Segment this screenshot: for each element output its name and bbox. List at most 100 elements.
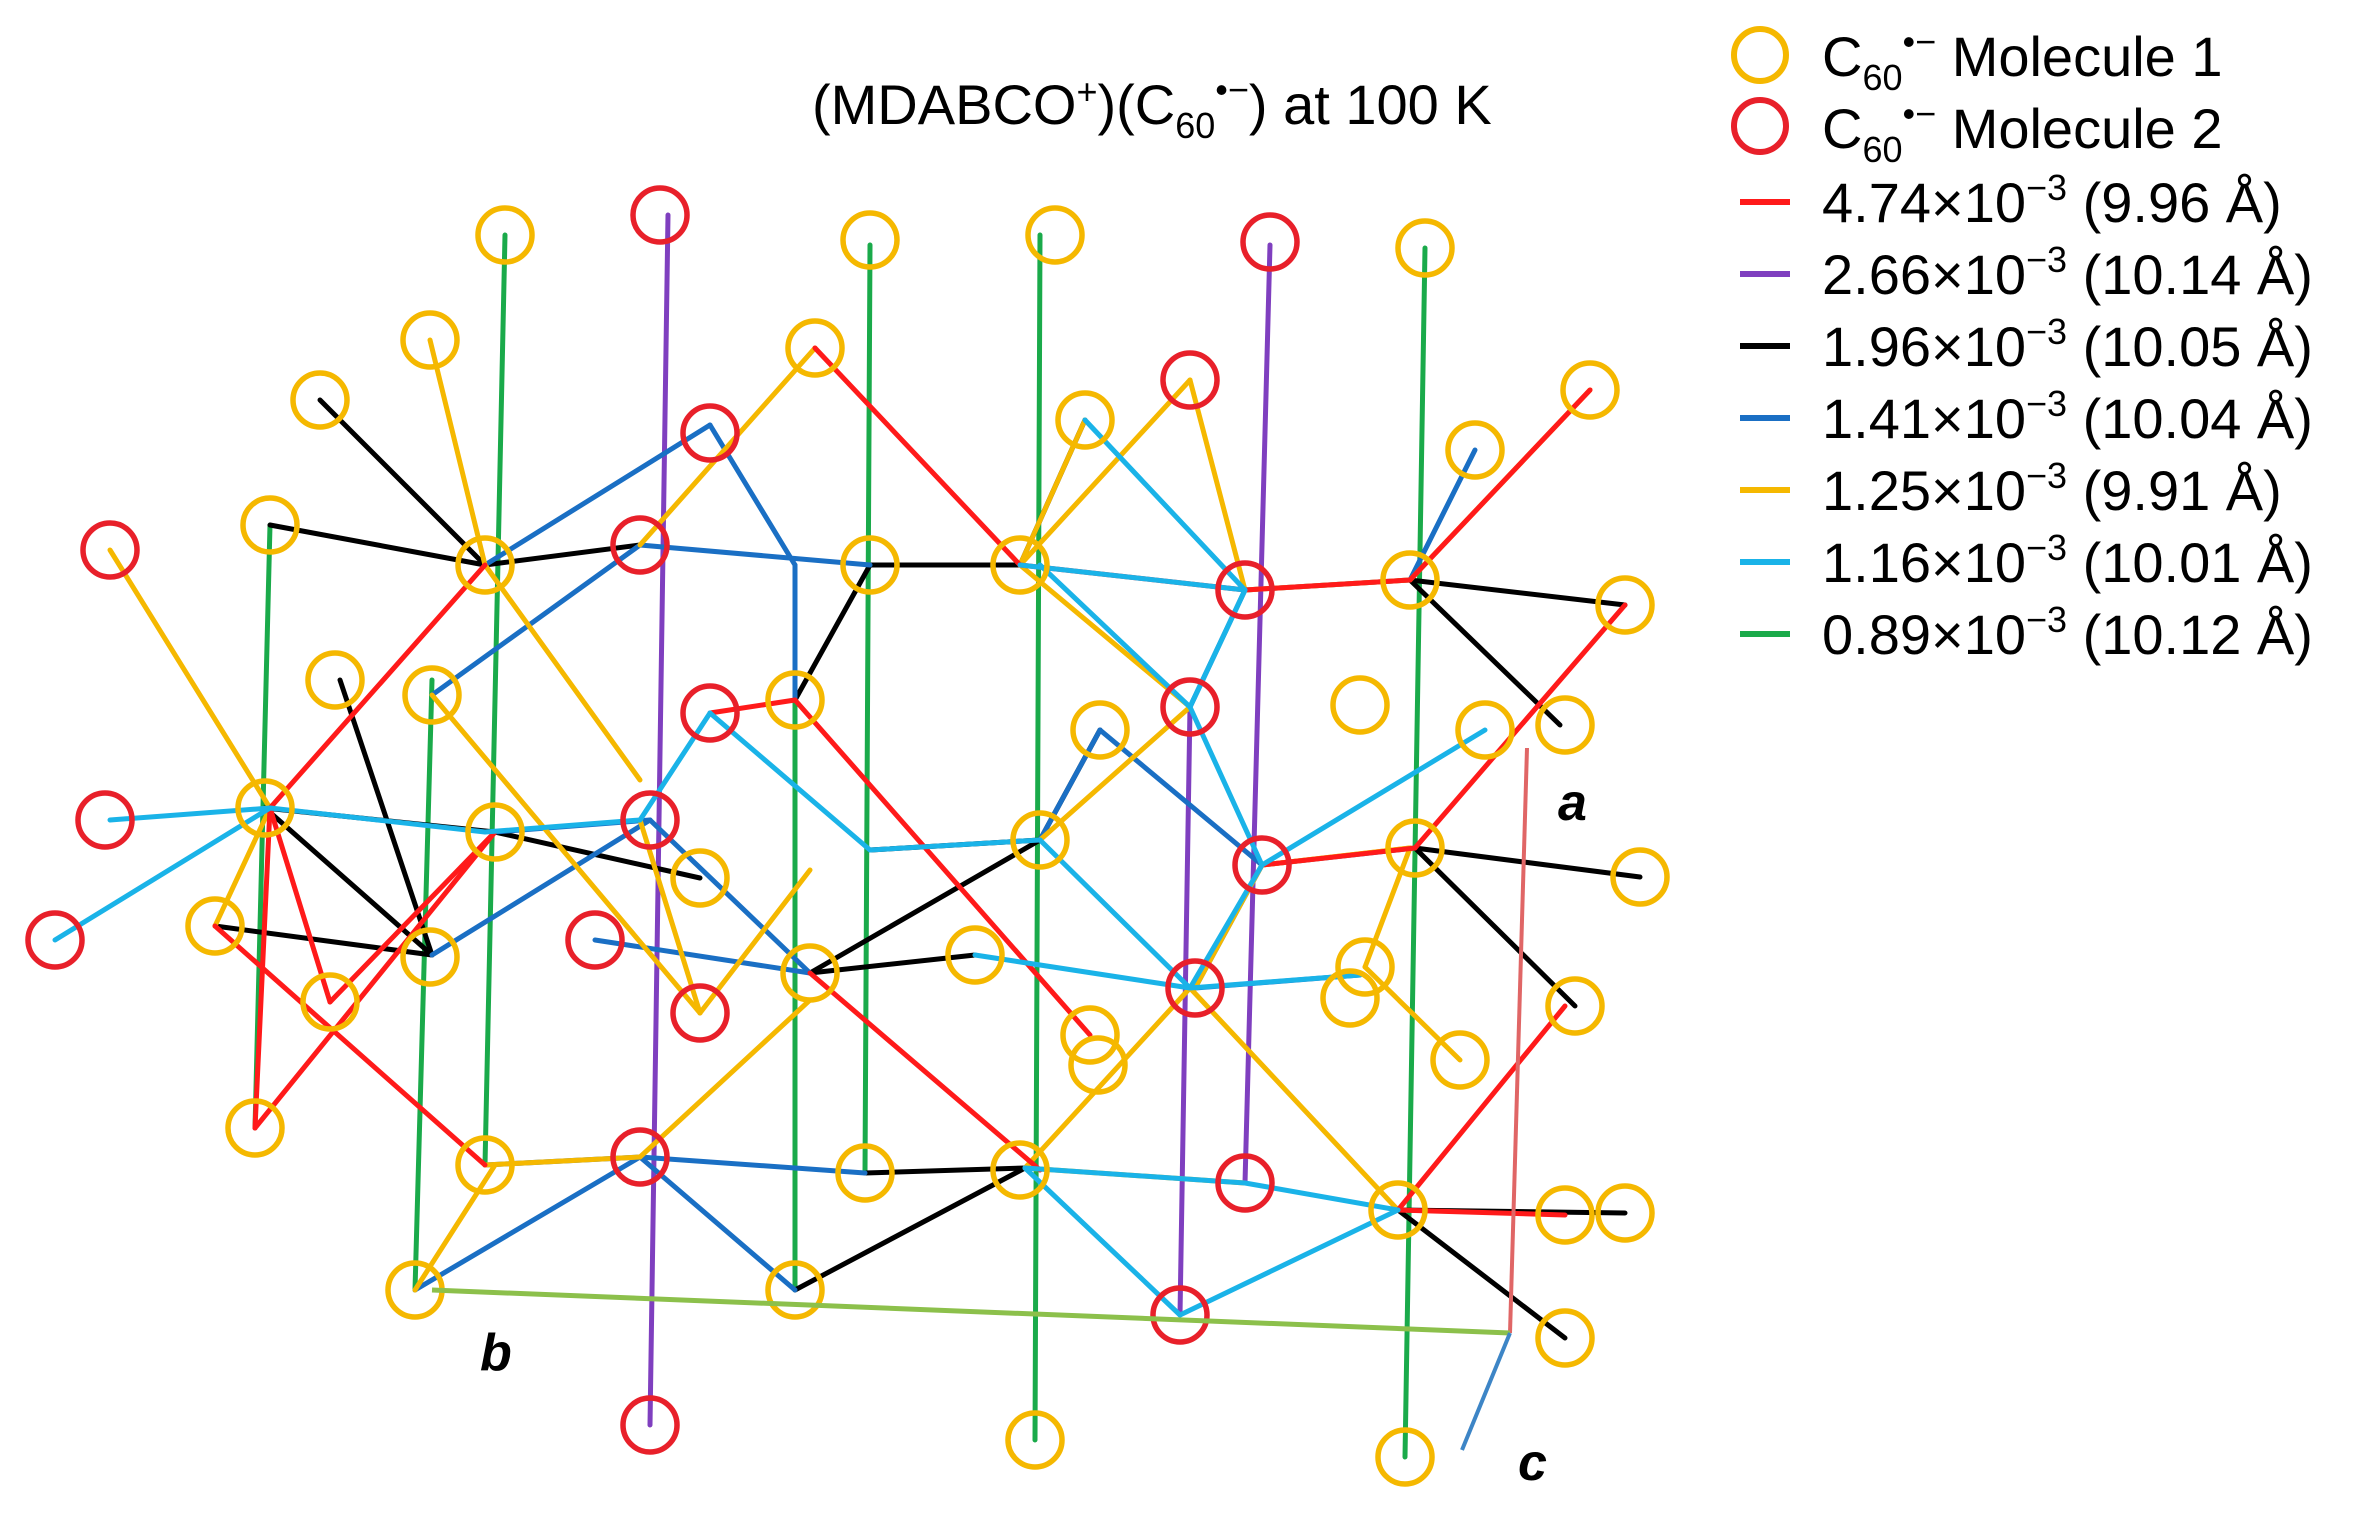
contact-line-yellow (1362, 964, 1463, 1063)
molecule1-circle (1060, 1005, 1120, 1065)
molecule1-circle (1320, 968, 1380, 1028)
molecule1-circle (305, 650, 365, 710)
molecule1-circle (1330, 675, 1390, 735)
molecule1-circle (1430, 1030, 1490, 1090)
legend: C60•− Molecule 1 C60•− Molecule 2 4.74×1… (1731, 21, 2313, 666)
contact-line-yellow (1187, 377, 1248, 593)
molecule2-circle (670, 983, 730, 1043)
contact-line-green (862, 242, 873, 1176)
contact-line-cyan (482, 817, 643, 835)
axis-b-line (431, 1287, 1511, 1336)
legend-bond-distance: (9.91 Å) (2067, 459, 2282, 522)
contact-line-blue (482, 422, 713, 568)
molecule2-circle (610, 515, 670, 575)
contact-line-cyan (972, 952, 1193, 991)
contact-line-cyan (1017, 562, 1248, 593)
molecule1-circle (1455, 700, 1515, 760)
contact-line-red (812, 345, 1023, 568)
legend-bond-distance: (10.12 Å) (2067, 603, 2313, 666)
molecule1-circle (1535, 695, 1595, 755)
molecule1-circle (235, 778, 295, 838)
contact-line-yellow (637, 997, 813, 1160)
contact-line-black (807, 837, 1043, 976)
molecule1-circle (1335, 937, 1395, 997)
legend-bond-exponent: −3 (2026, 311, 2067, 352)
legend-bond-label-6: 0.89×10−3 (10.12 Å) (1822, 599, 2313, 666)
contact-line-yellow (1037, 704, 1193, 843)
molecule2-circle (80, 520, 140, 580)
legend-bond-distance: (9.96 Å) (2067, 171, 2282, 234)
contact-line-blue (1407, 447, 1478, 583)
legend-molecule1-marker (1731, 26, 1789, 84)
contact-line-yellow (412, 1162, 498, 1293)
molecule1-circle (1055, 390, 1115, 450)
molecule2-circle (1240, 212, 1300, 272)
contact-line-blue (637, 1154, 798, 1293)
contact-line-black (267, 522, 488, 568)
legend-bond-label-0: 4.74×10−3 (9.96 Å) (1822, 167, 2282, 234)
contact-line-green (482, 232, 508, 1168)
contact-line-yellow (1362, 845, 1413, 970)
legend-bond-exponent: −3 (2026, 527, 2067, 568)
contact-line-cyan (1022, 1165, 1248, 1186)
molecule1-circle (835, 1143, 895, 1203)
legend-bond-value: 1.16×10 (1822, 531, 2026, 594)
contact-line-blue (592, 937, 813, 976)
contact-line-blue (707, 422, 798, 568)
molecule1-circle (840, 535, 900, 595)
molecule1-circle (1368, 1180, 1428, 1240)
molecule1-circle (475, 205, 535, 265)
contact-line-yellow (697, 867, 813, 1016)
axis-c-line (1460, 1332, 1512, 1451)
legend-bond-label-3: 1.41×10−3 (10.04 Å) (1822, 383, 2313, 450)
molecule1-circle (455, 1135, 515, 1195)
contact-line-red (1395, 1003, 1568, 1213)
legend-bond-value: 0.89×10 (1822, 603, 2026, 666)
molecule1-circle (1375, 1427, 1435, 1487)
title-sup2: •− (1215, 69, 1249, 110)
legend-bond-value: 1.96×10 (1822, 315, 2026, 378)
molecule1-circle (455, 535, 515, 595)
molecule1-circle (1025, 205, 1085, 265)
contact-line-cyan (1082, 417, 1248, 593)
contact-line-red (252, 829, 498, 1131)
contact-line-cyan (1259, 727, 1488, 868)
contact-line-black (317, 397, 488, 568)
contact-line-red (267, 805, 333, 1005)
contact-line-cyan (1177, 1207, 1401, 1318)
molecule2-circle (620, 790, 680, 850)
contact-line-black (262, 805, 435, 958)
contact-line-yellow (427, 337, 488, 568)
molecule2-circle (1160, 350, 1220, 410)
contact-line-yellow (1017, 417, 1088, 568)
molecule1-circle (1395, 218, 1455, 278)
contact-line-black (1412, 845, 1643, 880)
legend-bond-value: 1.41×10 (1822, 387, 2026, 450)
contact-line-black (1407, 577, 1628, 608)
legend-molecule1-sup: •− (1903, 21, 1937, 62)
unit-cell-axes: a b c (431, 747, 1587, 1492)
molecule1-circle (990, 535, 1050, 595)
contact-line-yellow (1017, 377, 1193, 568)
molecule1-circle (1385, 818, 1445, 878)
axis-a-line (1508, 747, 1529, 1334)
legend-bond-distance: (10.01 Å) (2067, 531, 2313, 594)
molecule2-circle (565, 910, 625, 970)
molecule2-circle (1215, 1153, 1275, 1213)
diagram-title: (MDABCO+)(C60•−) at 100 K (812, 69, 1492, 146)
title-sub: 60 (1175, 105, 1215, 146)
contact-line-yellow (107, 547, 273, 811)
contact-line-yellow (429, 692, 703, 1016)
contact-line-red (267, 562, 488, 811)
intermolecular-contacts (52, 212, 1643, 1460)
contact-line-blue (637, 542, 873, 568)
molecule2-circle (1232, 835, 1292, 895)
legend-bond-exponent: −3 (2026, 167, 2067, 208)
contact-line-red (327, 829, 498, 1005)
contact-line-cyan (1187, 862, 1265, 991)
legend-bond-label-4: 1.25×10−3 (9.91 Å) (1822, 455, 2282, 522)
legend-molecule1-sub: 60 (1862, 57, 1902, 98)
molecule1-circle (1535, 1185, 1595, 1245)
contact-line-black (212, 923, 435, 958)
contact-line-yellow (637, 345, 818, 548)
